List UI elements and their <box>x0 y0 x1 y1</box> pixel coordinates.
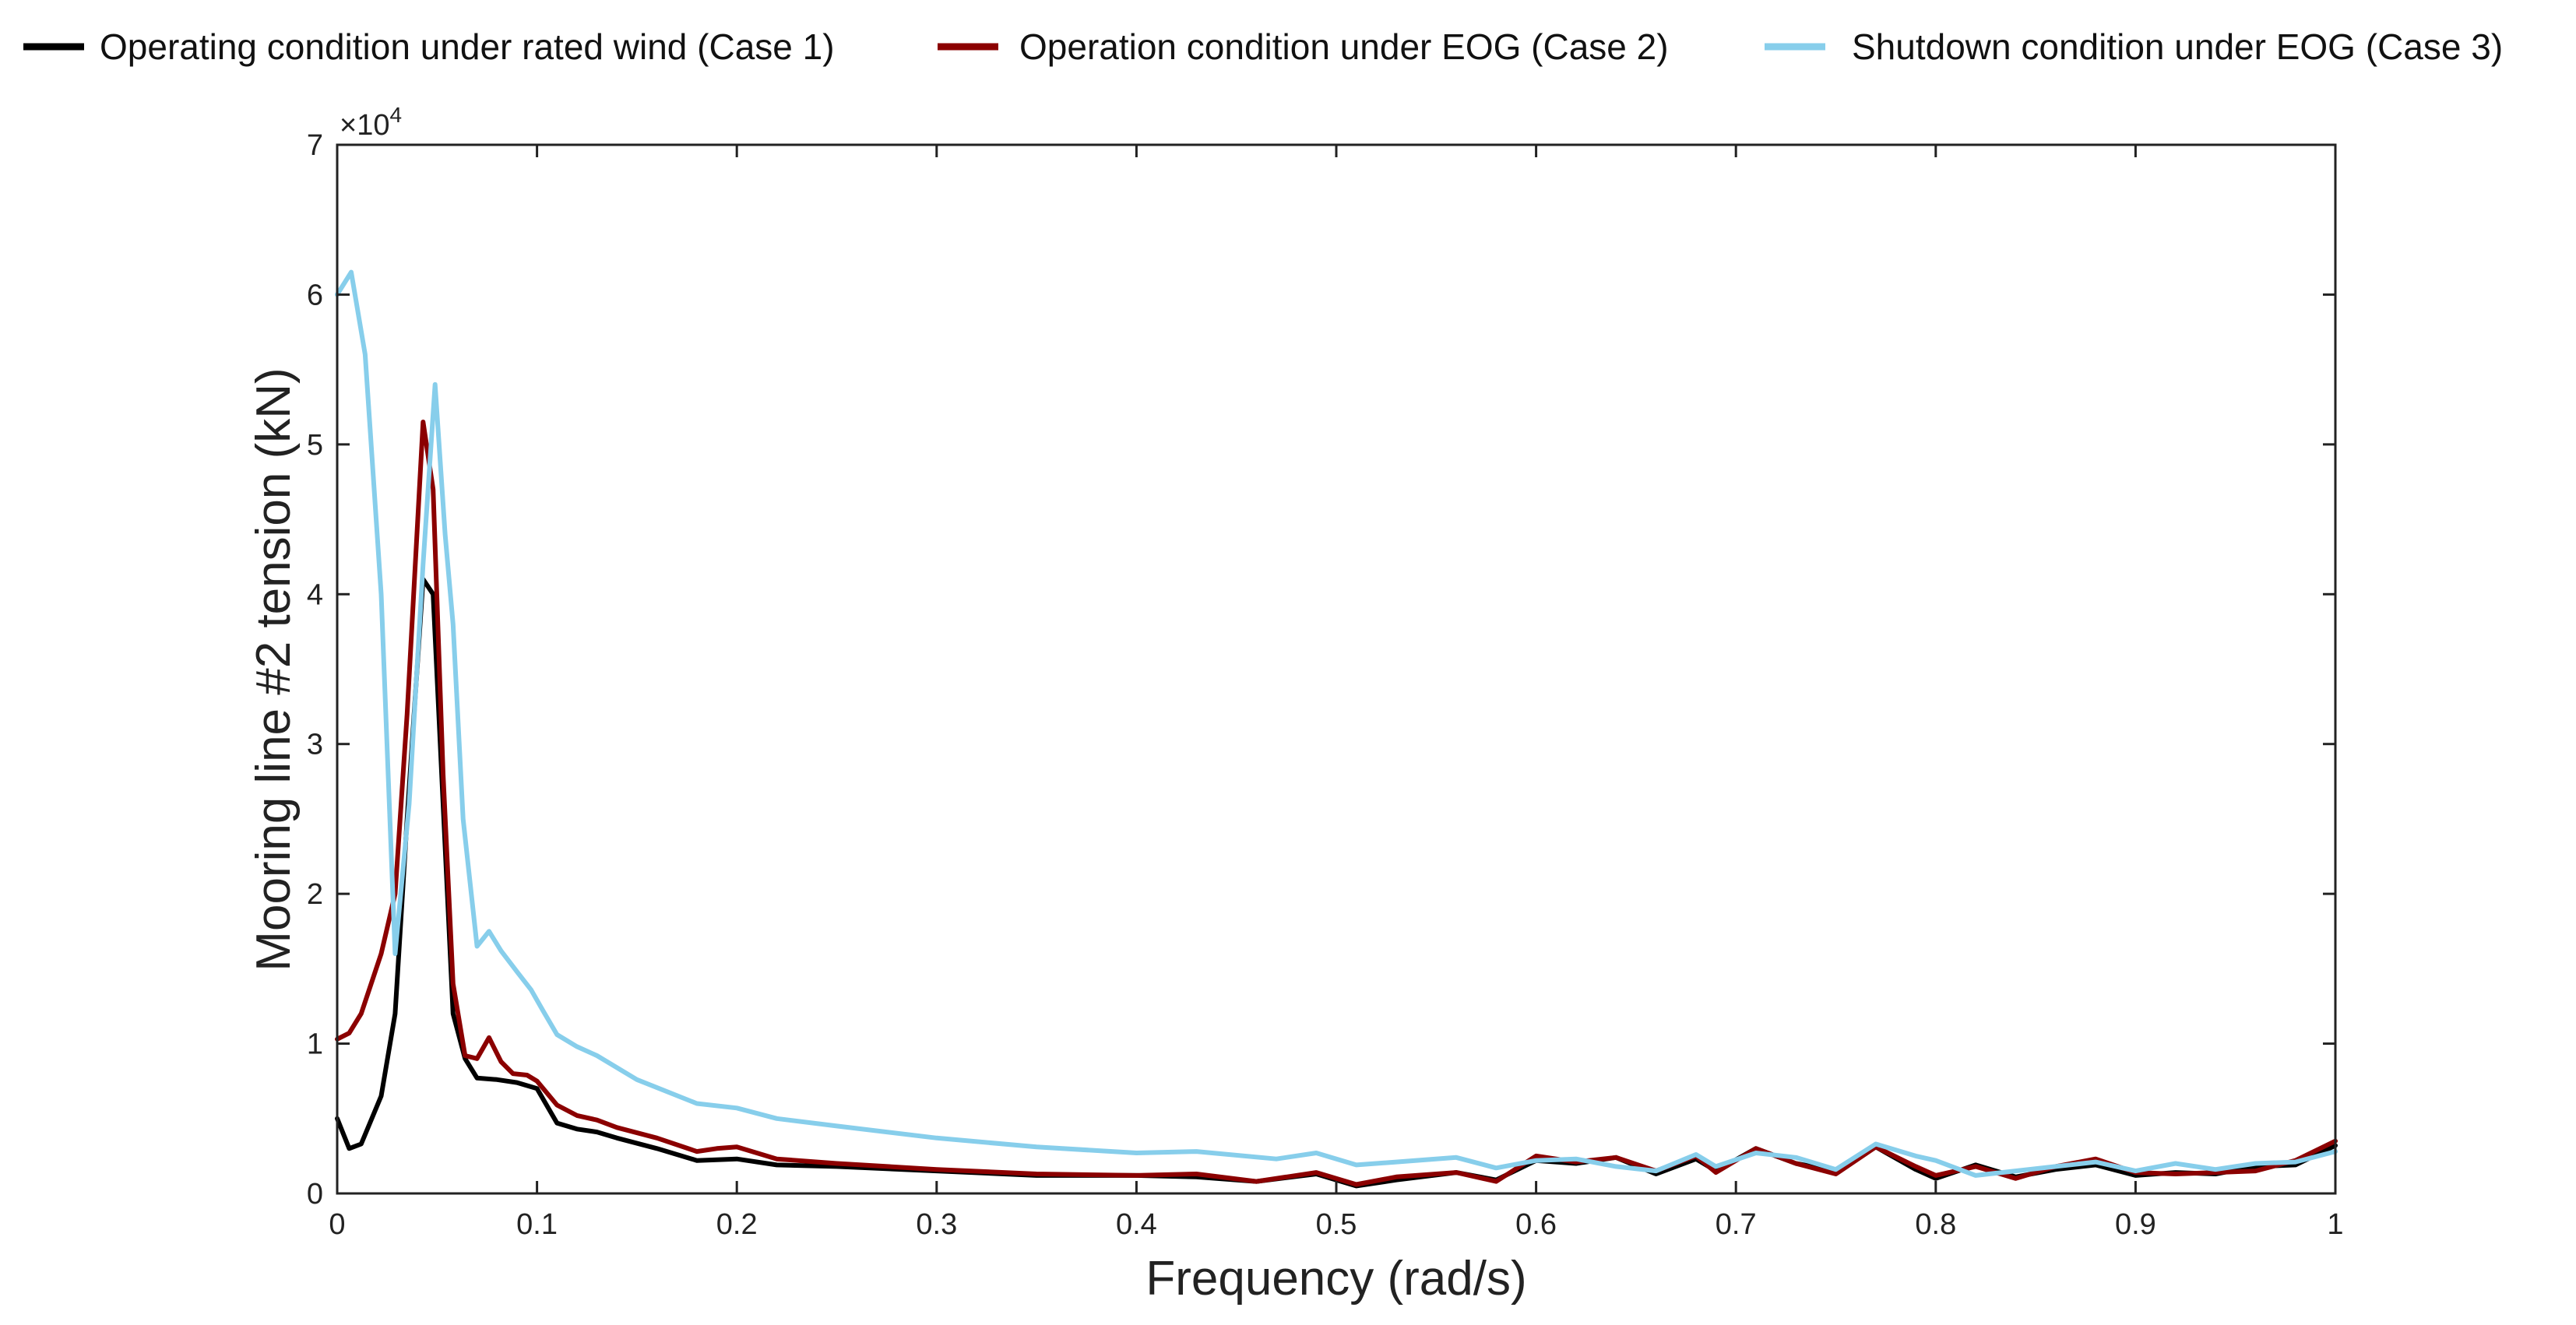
y-tick-label: 0 <box>307 1178 323 1211</box>
y-multiplier-exponent: 4 <box>389 103 402 127</box>
y-multiplier: ×104 <box>340 103 402 142</box>
y-tick-label: 3 <box>307 729 323 761</box>
x-tick-label: 0.1 <box>516 1208 558 1241</box>
plot-series <box>335 269 2338 1189</box>
x-tick-label: 1 <box>2327 1208 2343 1241</box>
series-line-case-2 <box>335 420 2338 1187</box>
x-tick-label: 0.6 <box>1515 1208 1557 1241</box>
legend: Operating condition under rated wind (Ca… <box>23 26 2503 67</box>
x-tick-label: 0 <box>329 1208 345 1241</box>
plot-frame <box>336 143 2337 1195</box>
axis-ticks <box>336 143 2337 1195</box>
x-axis-title: Frequency (rad/s) <box>1145 1252 1526 1306</box>
x-tick-label: 0.7 <box>1716 1208 1757 1241</box>
y-multiplier-base: ×10 <box>340 109 389 142</box>
legend-entry-case-3: Shutdown condition under EOG (Case 3) <box>1765 26 2503 67</box>
legend-label-case-3: Shutdown condition under EOG (Case 3) <box>1852 26 2503 67</box>
legend-entry-case-2: Operation condition under EOG (Case 2) <box>938 26 1669 67</box>
y-tick-label: 7 <box>307 129 323 162</box>
x-tick-label: 0.3 <box>916 1208 957 1241</box>
x-tick-label: 0.8 <box>1915 1208 1956 1241</box>
y-tick-label: 5 <box>307 429 323 462</box>
x-tick-labels: 0 0.1 0.2 0.3 0.4 0.5 0.6 0.7 0.8 0.9 1 <box>329 1208 2343 1241</box>
y-tick-label: 4 <box>307 578 323 611</box>
y-tick-label: 2 <box>307 878 323 911</box>
x-tick-label: 0.9 <box>2115 1208 2156 1241</box>
series-line-case-3 <box>335 269 2338 1178</box>
x-tick-label: 0.2 <box>716 1208 758 1241</box>
y-tick-label: 6 <box>307 279 323 311</box>
y-axis-title: Mooring line #2 tension (kN) <box>247 367 301 971</box>
y-tick-labels: 0 1 2 3 4 5 6 7 <box>307 129 323 1211</box>
legend-label-case-2: Operation condition under EOG (Case 2) <box>1019 26 1669 67</box>
x-tick-label: 0.4 <box>1116 1208 1157 1241</box>
legend-entry-case-1: Operating condition under rated wind (Ca… <box>23 26 835 67</box>
legend-label-case-1: Operating condition under rated wind (Ca… <box>100 26 835 67</box>
x-tick-label: 0.5 <box>1316 1208 1357 1241</box>
y-tick-label: 1 <box>307 1028 323 1061</box>
